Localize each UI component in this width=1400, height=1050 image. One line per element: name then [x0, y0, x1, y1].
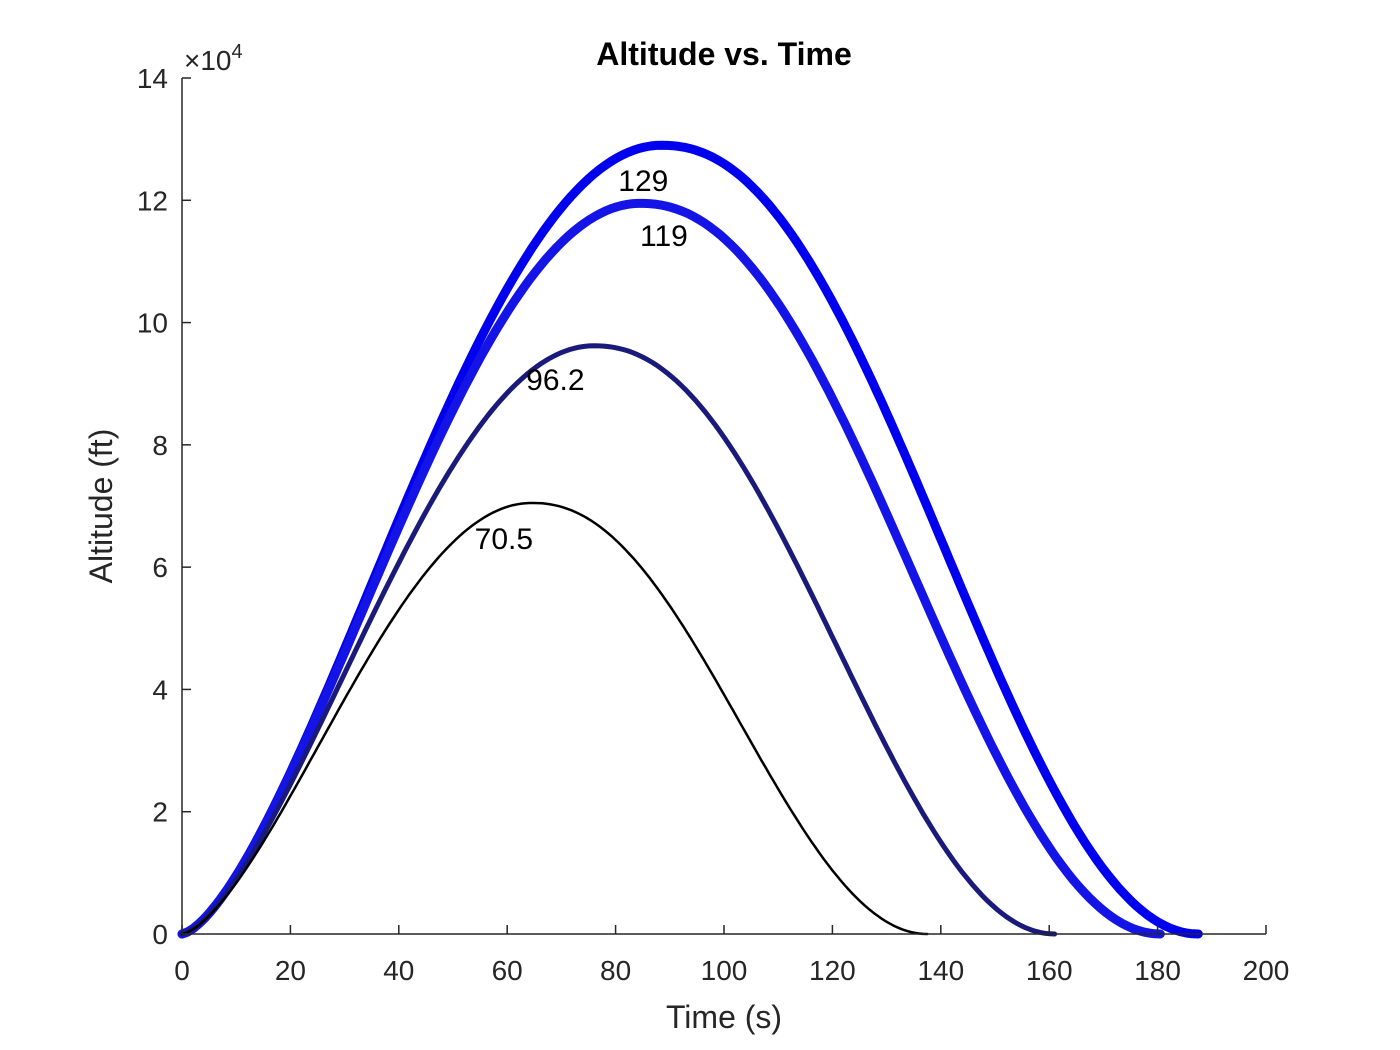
series-line	[177, 140, 1203, 939]
x-tick-label: 60	[492, 955, 523, 986]
axes	[181, 78, 1266, 935]
y-tick-label: 8	[152, 430, 168, 461]
x-tick-label: 180	[1134, 955, 1181, 986]
chart-title: Altitude vs. Time	[596, 36, 851, 72]
y-tick-label: 0	[152, 919, 168, 950]
peak-annotation: 70.5	[475, 523, 533, 556]
plot-lines	[177, 140, 1203, 939]
x-axis-label: Time (s)	[666, 999, 782, 1035]
y-axis-label: Altitude (ft)	[83, 429, 119, 584]
y-tick-label: 10	[137, 308, 168, 339]
x-tick-label: 160	[1026, 955, 1073, 986]
y-tick-label: 6	[152, 552, 168, 583]
x-tick-label: 100	[701, 955, 748, 986]
y-tick-label: 4	[152, 674, 168, 705]
y-ticks: 0 2 4 6 8 10 12 14	[137, 63, 191, 950]
x-ticks: 0 20 40 60 80 100 120 140 160 180 200	[174, 925, 1289, 986]
annotations: 129 119 96.2 70.5	[475, 165, 688, 556]
series-line	[180, 501, 929, 936]
x-tick-label: 120	[809, 955, 856, 986]
y-tick-label: 14	[137, 63, 168, 94]
x-tick-label: 40	[383, 955, 414, 986]
peak-annotation: 119	[640, 220, 688, 253]
x-tick-label: 0	[174, 955, 190, 986]
x-tick-label: 200	[1243, 955, 1290, 986]
y-tick-label: 12	[137, 185, 168, 216]
y-exponent-power: 4	[232, 41, 243, 63]
series-line	[177, 198, 1165, 939]
x-tick-label: 20	[275, 955, 306, 986]
series-line	[179, 343, 1058, 937]
x-tick-label: 140	[917, 955, 964, 986]
peak-annotation: 96.2	[526, 364, 584, 397]
x-tick-label: 80	[600, 955, 631, 986]
peak-annotation: 129	[618, 165, 668, 198]
y-tick-label: 2	[152, 797, 168, 828]
y-exponent-label: ×104	[184, 41, 243, 76]
